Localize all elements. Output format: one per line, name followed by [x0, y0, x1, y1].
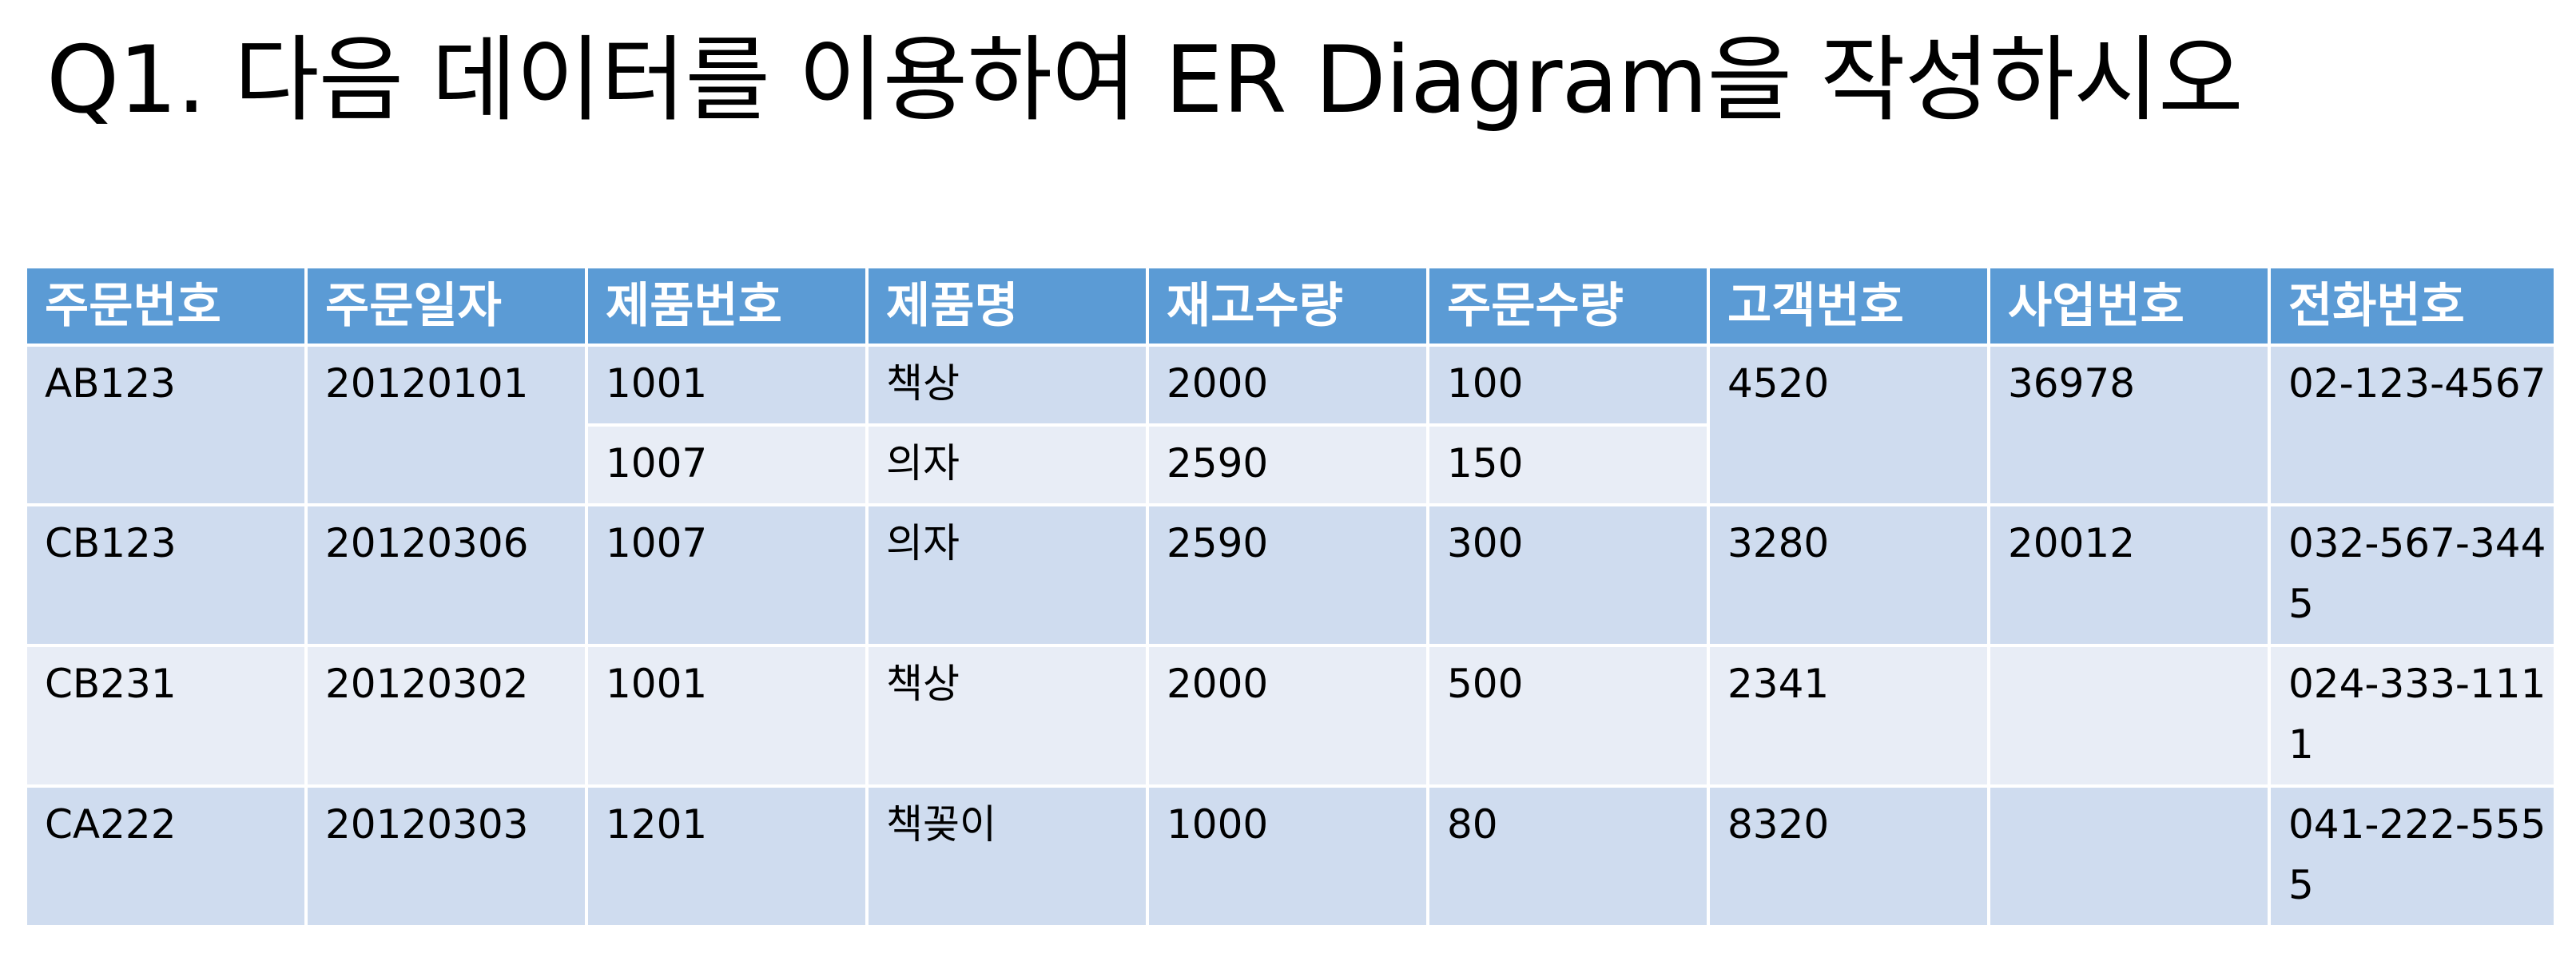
- cell-stock: 2590: [1146, 423, 1429, 506]
- header-customer-no: 고객번호: [1707, 265, 1990, 347]
- cell-business-no: [1987, 644, 2271, 788]
- table-row: CB123 20120306 1007 의자 2590 300 3280 200…: [24, 503, 2557, 647]
- header-phone: 전화번호: [2268, 265, 2557, 347]
- cell-product-no: 1201: [585, 784, 869, 928]
- cell-order-qty: 150: [1426, 423, 1710, 506]
- cell-product-name: 의자: [865, 423, 1149, 506]
- cell-phone: 024-333-1111: [2268, 644, 2557, 788]
- cell-product-no: 1001: [585, 644, 869, 788]
- cell-product-name: 책상: [865, 344, 1149, 427]
- order-table: 주문번호 주문일자 제품번호 제품명 재고수량 주문수량 고객번호 사업번호 전…: [24, 265, 2557, 928]
- cell-phone: 041-222-5555: [2268, 784, 2557, 928]
- table-row: AB123 20120101 1001 책상 2000 100 4520 369…: [24, 344, 2557, 506]
- cell-order-no: CB231: [24, 644, 308, 788]
- cell-business-no: [1987, 784, 2271, 928]
- cell-phone: 02-123-4567: [2268, 344, 2557, 506]
- cell-product-name: 의자: [865, 503, 1149, 647]
- table-row: CB231 20120302 1001 책상 2000 500 2341 024…: [24, 644, 2557, 788]
- cell-order-no: CA222: [24, 784, 308, 928]
- cell-product-name: 책상: [865, 644, 1149, 788]
- cell-order-no: AB123: [24, 344, 308, 506]
- table-row: CA222 20120303 1201 책꽂이 1000 80 8320 041…: [24, 784, 2557, 928]
- cell-business-no: 20012: [1987, 503, 2271, 647]
- cell-product-no: 1007: [585, 423, 869, 506]
- cell-stock: 2590: [1146, 503, 1429, 647]
- cell-order-qty: 80: [1426, 784, 1710, 928]
- cell-customer-no: 4520: [1707, 344, 1990, 506]
- header-order-qty: 주문수량: [1426, 265, 1710, 347]
- cell-order-no: CB123: [24, 503, 308, 647]
- header-business-no: 사업번호: [1987, 265, 2271, 347]
- cell-order-qty: 100: [1426, 344, 1710, 427]
- page-title: Q1. 다음 데이터를 이용하여 ER Diagram을 작성하시오: [46, 26, 2244, 134]
- cell-product-name: 책꽂이: [865, 784, 1149, 928]
- cell-order-date: 20120306: [304, 503, 588, 647]
- header-order-no: 주문번호: [24, 265, 308, 347]
- cell-order-date: 20120303: [304, 784, 588, 928]
- header-product-name: 제품명: [865, 265, 1149, 347]
- table-row: 1007 의자 2590 150: [26, 423, 2555, 506]
- cell-product-no: 1007: [585, 503, 869, 647]
- cell-stock: 2000: [1146, 644, 1429, 788]
- header-stock: 재고수량: [1146, 265, 1429, 347]
- cell-order-date: 20120101: [304, 344, 588, 506]
- cell-stock: 1000: [1146, 784, 1429, 928]
- cell-customer-no: 3280: [1707, 503, 1990, 647]
- cell-customer-no: 8320: [1707, 784, 1990, 928]
- cell-customer-no: 2341: [1707, 644, 1990, 788]
- cell-order-qty: 300: [1426, 503, 1710, 647]
- header-order-date: 주문일자: [304, 265, 588, 347]
- cell-business-no: 36978: [1987, 344, 2271, 506]
- cell-stock: 2000: [1146, 344, 1429, 427]
- cell-order-date: 20120302: [304, 644, 588, 788]
- table-header-row: 주문번호 주문일자 제품번호 제품명 재고수량 주문수량 고객번호 사업번호 전…: [24, 265, 2557, 347]
- cell-phone: 032-567-3445: [2268, 503, 2557, 647]
- cell-product-no: 1001: [585, 344, 869, 427]
- header-product-no: 제품번호: [585, 265, 869, 347]
- cell-order-qty: 500: [1426, 644, 1710, 788]
